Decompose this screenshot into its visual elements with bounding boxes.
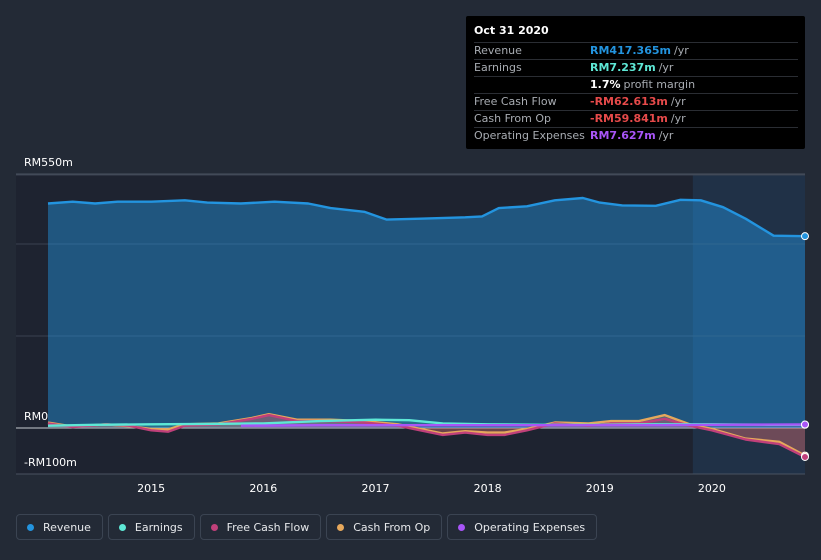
tooltip-row: Revenue RM417.365m/yr <box>474 42 798 59</box>
tooltip-row-label: Operating Expenses <box>474 129 585 142</box>
tooltip-row-unit: /yr <box>658 129 674 142</box>
revenue-area <box>48 198 805 428</box>
tooltip-row-unit: /yr <box>658 61 674 74</box>
y-axis-label-bottom: -RM100m <box>24 456 77 469</box>
y-axis-label-top: RM550m <box>24 156 73 169</box>
tooltip-row-value: -RM59.841m <box>590 112 668 125</box>
legend-label: Revenue <box>43 520 91 534</box>
tooltip-row-value: RM7.237m <box>590 61 656 74</box>
tooltip-row-unit: /yr <box>673 44 689 57</box>
chart-legend: Revenue Earnings Free Cash Flow Cash From O… <box>16 514 598 540</box>
tooltip-panel: Oct 31 2020 Revenue RM417.365m/yr Earnings… <box>466 16 805 149</box>
tooltip-row: Earnings RM7.237m/yr <box>474 59 798 76</box>
legend-label: Free Cash Flow <box>226 520 310 534</box>
legend-item-revenue[interactable]: Revenue <box>16 514 103 540</box>
legend-label: Operating Expenses <box>474 520 586 534</box>
tooltip-row-unit: profit margin <box>623 78 696 91</box>
free-cash-flow-endpoint <box>801 452 809 461</box>
tooltip-date: Oct 31 2020 <box>474 24 549 37</box>
x-tick-label: 2019 <box>586 482 614 495</box>
tooltip-row-value: RM7.627m <box>590 129 656 142</box>
tooltip-row: Operating Expenses RM7.627m/yr <box>474 127 798 144</box>
tooltip-row: 1.7% profit margin <box>474 76 798 93</box>
legend-label: Cash From Op <box>353 520 431 534</box>
tooltip-row-value: RM417.365m <box>590 44 671 57</box>
free-cash-flow-line <box>47 413 806 459</box>
legend-item-free-cash-flow[interactable]: Free Cash Flow <box>199 514 322 540</box>
tooltip-row-label: Cash From Op <box>474 112 552 125</box>
legend-item-earnings[interactable]: Earnings <box>107 514 195 540</box>
legend-dot-icon <box>337 523 345 531</box>
tooltip-row-label: Earnings <box>474 61 522 74</box>
legend-dot-icon <box>118 523 126 531</box>
tooltip-row-label: Revenue <box>474 44 522 57</box>
tooltip-row-value: 1.7% <box>590 78 621 91</box>
legend-label: Earnings <box>134 520 183 534</box>
legend-item-operating-expenses[interactable]: Operating Expenses <box>447 514 598 540</box>
revenue-line <box>47 196 806 238</box>
tooltip-row-label <box>474 77 590 93</box>
x-tick-label: 2017 <box>361 482 389 495</box>
cash-from-op-line <box>47 413 806 457</box>
tooltip-row: Cash From Op -RM59.841m/yr <box>474 110 798 127</box>
x-tick-label: 2015 <box>137 482 165 495</box>
y-axis-label-zero: RM0 <box>24 410 48 423</box>
x-tick-label: 2020 <box>698 482 726 495</box>
legend-dot-icon <box>27 523 34 531</box>
tooltip-row-label: Free Cash Flow <box>474 95 557 108</box>
operating-expenses-endpoint <box>801 420 809 429</box>
legend-item-cash-from-op[interactable]: Cash From Op <box>326 514 443 540</box>
x-tick-label: 2018 <box>474 482 502 495</box>
operating-expenses-line <box>240 423 806 427</box>
revenue-endpoint <box>801 232 809 241</box>
tooltip-row: Free Cash Flow -RM62.613m/yr <box>474 93 798 110</box>
tooltip-row-unit: /yr <box>670 95 686 108</box>
legend-dot-icon <box>458 523 466 531</box>
tooltip-row-value: -RM62.613m <box>590 95 668 108</box>
legend-dot-icon <box>210 523 218 531</box>
tooltip-row-unit: /yr <box>670 112 686 125</box>
x-tick-label: 2016 <box>249 482 277 495</box>
